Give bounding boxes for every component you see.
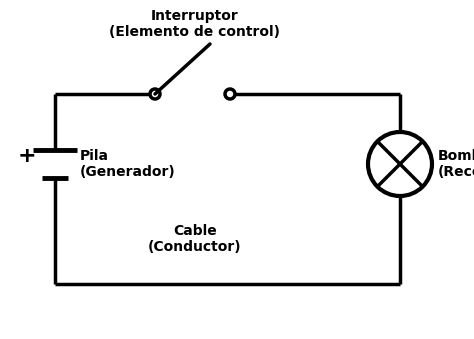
Text: Cable
(Conductor): Cable (Conductor) <box>148 224 242 254</box>
Text: Bombilla
(Receptor): Bombilla (Receptor) <box>438 149 474 179</box>
Text: Pila
(Generador): Pila (Generador) <box>80 149 176 179</box>
Text: Interruptor
(Elemento de control): Interruptor (Elemento de control) <box>109 9 281 39</box>
Circle shape <box>368 132 432 196</box>
Circle shape <box>225 89 235 99</box>
Text: +: + <box>18 146 36 166</box>
Circle shape <box>150 89 160 99</box>
